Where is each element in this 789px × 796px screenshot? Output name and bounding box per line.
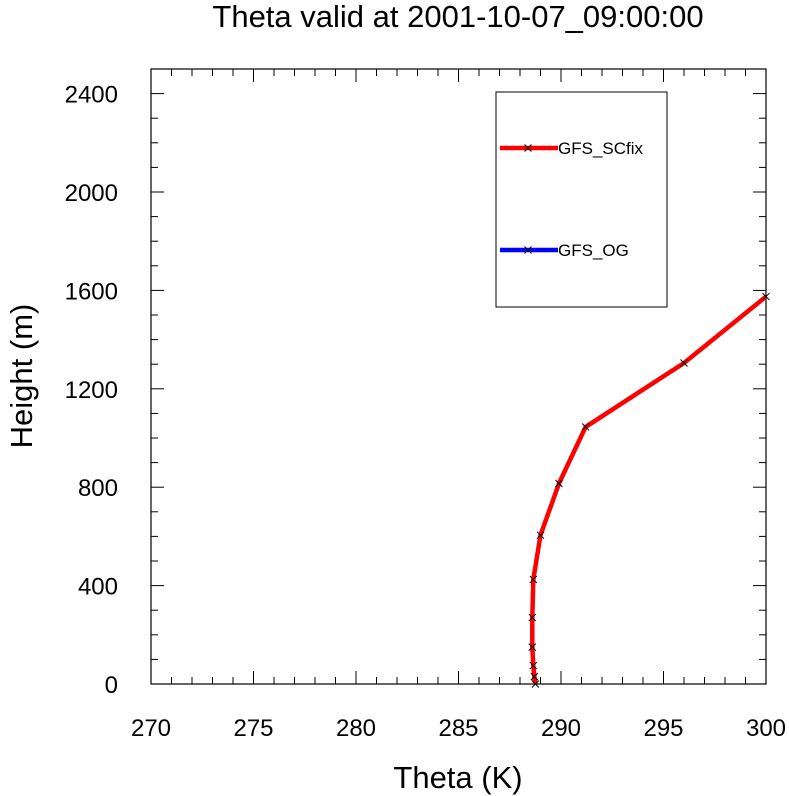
y-tick-label: 1200 <box>65 377 118 404</box>
data-point-marker <box>528 613 537 622</box>
data-point-marker <box>529 575 538 584</box>
y-tick-label: 0 <box>105 672 118 699</box>
data-point-marker <box>581 423 590 431</box>
data-point-marker <box>530 672 539 681</box>
series-line <box>530 294 768 685</box>
legend-box <box>495 91 668 308</box>
legend-label: GFS_SCfix <box>558 139 644 158</box>
y-tick-label: 400 <box>78 574 118 601</box>
legend-entry: GFS_OG <box>500 241 629 260</box>
legend-marker <box>524 144 532 152</box>
y-tick-label: 800 <box>78 475 118 502</box>
x-tick-label: 295 <box>643 715 683 742</box>
x-tick-label: 280 <box>336 715 376 742</box>
legend-entry: GFS_SCfix <box>500 139 644 158</box>
series-gfs-scfix <box>528 292 770 688</box>
y-axis-label: Height (m) <box>4 304 39 449</box>
x-tick-label: 300 <box>746 715 786 742</box>
x-tick-label: 275 <box>233 715 273 742</box>
legend-label: GFS_OG <box>558 241 629 260</box>
data-point-marker <box>680 359 688 367</box>
x-tick-label: 270 <box>131 715 171 742</box>
x-tick-label: 290 <box>541 715 581 742</box>
data-point-marker <box>531 680 540 688</box>
plot-axes: 270 275 280 285 290 295 300 0 400 800 1200 1600 2000… <box>65 68 786 742</box>
chart-title: Theta valid at 2001-10-07_09:00:00 <box>212 0 703 34</box>
x-axis-label: Theta (K) <box>393 760 522 795</box>
plot-series <box>528 292 770 688</box>
x-tick-label: 285 <box>438 715 478 742</box>
data-point-marker <box>529 661 538 670</box>
y-tick-label: 1600 <box>65 278 118 305</box>
y-tick-label: 2400 <box>65 82 118 109</box>
data-point-marker <box>555 479 563 488</box>
legend-marker <box>524 246 532 254</box>
y-tick-label: 2000 <box>65 180 118 207</box>
plot-frame <box>150 68 767 685</box>
data-point-marker <box>762 292 770 301</box>
legend: GFS_SCfix GFS_OG <box>495 91 668 308</box>
data-point-marker <box>536 531 545 540</box>
data-point-marker <box>528 643 537 651</box>
